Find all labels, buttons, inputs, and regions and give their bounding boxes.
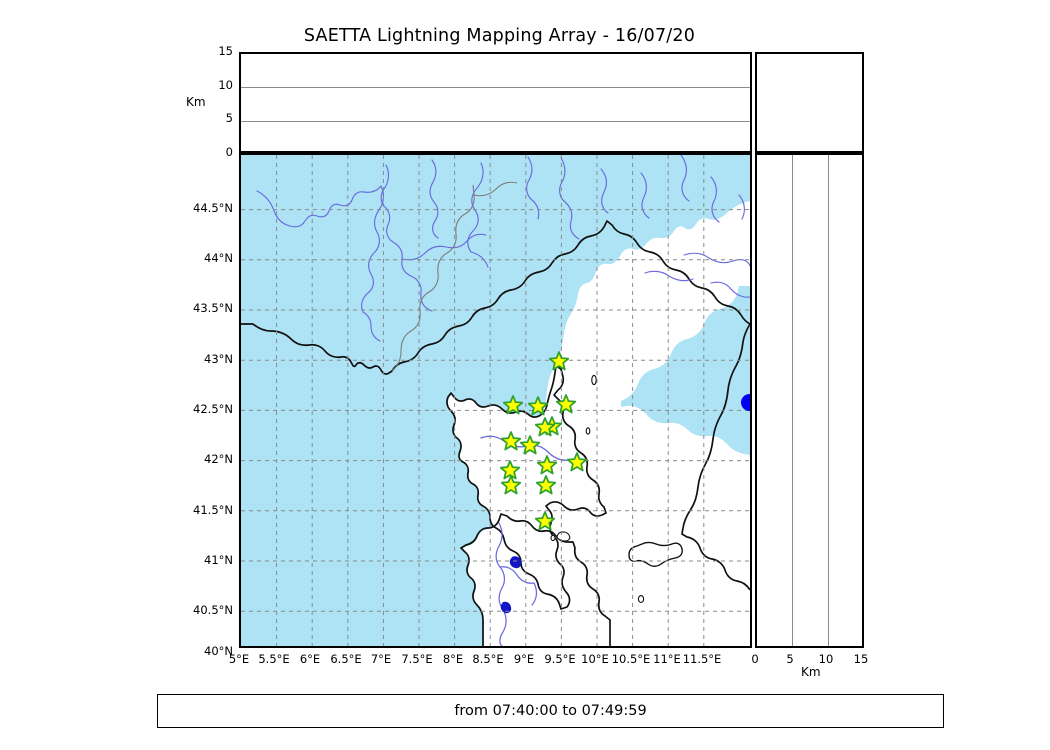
lma-station-marker[interactable] (499, 460, 521, 480)
time-range-status-bar: from 07:40:00 to 07:49:59 (157, 694, 944, 728)
ytick-top-15: 15 (218, 44, 233, 58)
ytick-lat-42.5: 42.5°N (193, 402, 233, 416)
xtick-lon-9.5: 9.5°E (544, 652, 576, 666)
lma-station-marker[interactable] (534, 417, 556, 437)
xtick-side-0: 0 (751, 652, 759, 666)
map-panel[interactable] (239, 153, 752, 648)
lma-station-marker[interactable] (555, 394, 577, 414)
map-canvas (241, 155, 750, 646)
lma-station-marker[interactable] (502, 395, 524, 415)
time-range-text: from 07:40:00 to 07:49:59 (454, 703, 647, 719)
ytick-lat-43: 43°N (204, 352, 233, 366)
gridline-side-10 (827, 155, 829, 646)
xtick-side-5: 5 (786, 652, 794, 666)
height-vs-latitude-panel (755, 153, 864, 648)
gridline-top-5 (241, 120, 750, 122)
ytick-top-0: 0 (225, 145, 233, 159)
gridline-side-5 (792, 155, 794, 646)
lma-station-marker[interactable] (566, 452, 588, 472)
page-title: SAETTA Lightning Mapping Array - 16/07/2… (303, 26, 696, 46)
ytick-lat-40.5: 40.5°N (193, 603, 233, 617)
ytick-lat-41.5: 41.5°N (193, 503, 233, 517)
ytick-top-10: 10 (218, 78, 233, 92)
xtick-lon-5: 5°E (228, 652, 250, 666)
height-vs-longitude-panel (239, 52, 752, 153)
xtick-lon-6: 6°E (299, 652, 321, 666)
vhf-source-dot (741, 394, 750, 411)
side-panel-axis-label: Km (801, 665, 821, 679)
lma-station-marker[interactable] (536, 455, 558, 475)
xtick-lon-7.5: 7.5°E (401, 652, 433, 666)
lma-station-marker[interactable] (519, 435, 541, 455)
xtick-side-10: 10 (818, 652, 834, 666)
xtick-lon-7: 7°E (370, 652, 392, 666)
xtick-lon-8.5: 8.5°E (472, 652, 504, 666)
ytick-lat-44.5: 44.5°N (193, 201, 233, 215)
top-panel-axis-label: Km (186, 95, 206, 109)
xtick-lon-9: 9°E (513, 652, 535, 666)
xtick-lon-10: 10°E (581, 652, 609, 666)
lma-station-marker[interactable] (548, 351, 570, 371)
lma-station-marker[interactable] (527, 396, 549, 416)
lma-station-marker[interactable] (500, 431, 522, 451)
ytick-top-5: 5 (225, 111, 233, 125)
xtick-lon-11.5: 11.5°E (682, 652, 722, 666)
lma-station-marker[interactable] (534, 511, 556, 531)
ytick-lat-41: 41°N (204, 553, 233, 567)
xtick-lon-8: 8°E (442, 652, 464, 666)
xtick-lon-10.5: 10.5°E (611, 652, 651, 666)
xtick-lon-5.5: 5.5°E (258, 652, 290, 666)
xtick-side-15: 15 (853, 652, 869, 666)
ytick-lat-42: 42°N (204, 452, 233, 466)
lma-station-marker[interactable] (500, 475, 522, 495)
gridline-top-10 (241, 87, 750, 89)
ytick-lat-40: 40°N (204, 644, 233, 658)
corner-panel (755, 52, 864, 153)
xtick-lon-11: 11°E (653, 652, 681, 666)
ytick-lat-44: 44°N (204, 251, 233, 265)
map-geography (241, 155, 750, 646)
lma-station-marker[interactable] (535, 475, 557, 495)
ytick-lat-43.5: 43.5°N (193, 301, 233, 315)
xtick-lon-6.5: 6.5°E (330, 652, 362, 666)
